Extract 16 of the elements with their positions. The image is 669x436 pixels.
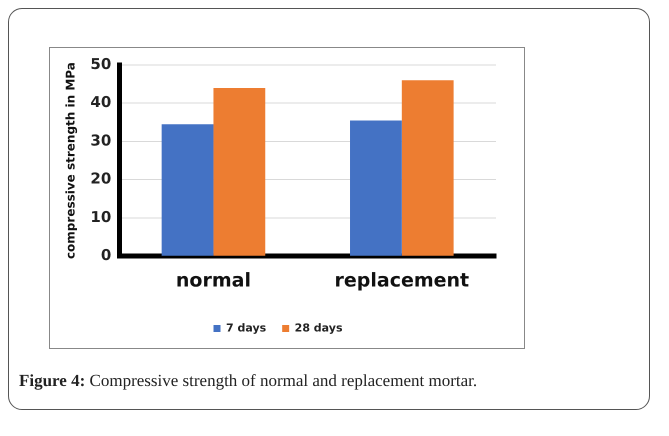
- y-tick-label: 50: [90, 54, 112, 73]
- legend-label: 28 days: [294, 321, 343, 334]
- y-tick-label: 40: [90, 93, 112, 112]
- bar: [162, 124, 214, 256]
- y-tick-label: 0: [100, 246, 112, 264]
- y-tick-label: 30: [90, 131, 112, 150]
- bar: [213, 88, 266, 256]
- x-tick-label: replacement: [334, 270, 470, 292]
- bar: [402, 80, 454, 256]
- x-tick-label: normal: [176, 270, 251, 292]
- y-tick-label: 10: [90, 208, 112, 226]
- bar: [350, 120, 402, 256]
- y-axis-title: compressive strength in MPa: [63, 62, 78, 260]
- y-tick-label: 20: [90, 170, 112, 188]
- caption: Figure 4: Compressive strength of normal and replacement mortar.: [19, 371, 478, 390]
- legend-label: 7 days: [226, 321, 267, 334]
